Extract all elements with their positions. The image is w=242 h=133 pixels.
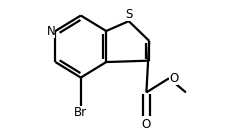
Text: O: O [142,119,151,132]
Text: N: N [47,24,55,38]
Text: S: S [125,8,132,21]
Text: O: O [169,72,178,85]
Text: Br: Br [74,107,87,119]
